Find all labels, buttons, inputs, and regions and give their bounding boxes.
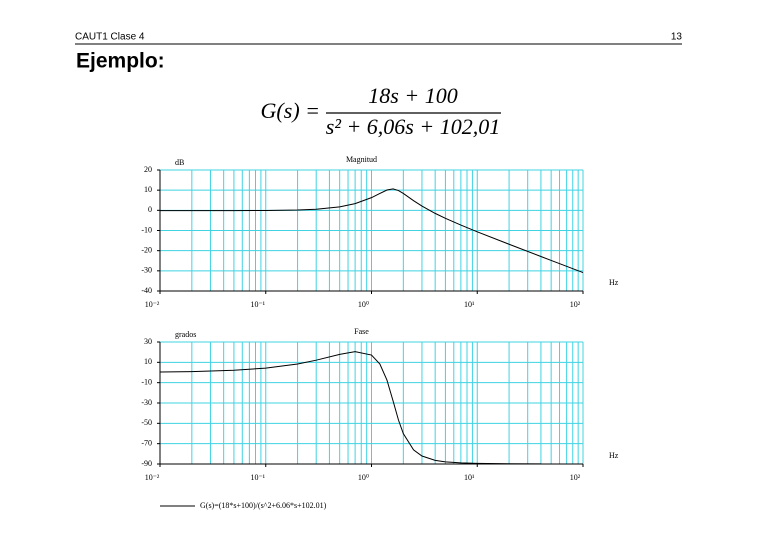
y-tick-label: 30 (144, 337, 152, 346)
y-tick-label: -30 (141, 398, 152, 407)
x-tick-label: 10² (570, 300, 581, 309)
formula-lhs: G(s) = (261, 98, 320, 123)
y-tick-label: 10 (144, 185, 152, 194)
slide-title: Ejemplo: (76, 50, 165, 73)
x-axis-label: Hz (609, 451, 619, 460)
series-line (159, 351, 541, 465)
y-tick-label: -10 (141, 377, 152, 386)
x-tick-label: 10¹ (464, 473, 475, 482)
formula-denominator: s² + 6,06s + 102,01 (326, 114, 500, 139)
x-tick-label: 10⁰ (358, 473, 369, 482)
header-left: CAUT1 Clase 4 (75, 32, 145, 43)
header-right: 13 (671, 32, 683, 43)
y-tick-label: -30 (141, 266, 152, 275)
x-tick-label: 10⁻¹ (250, 300, 265, 309)
x-tick-label: 10¹ (464, 300, 475, 309)
y-tick-label: -10 (141, 225, 152, 234)
y-tick-label: -90 (141, 459, 152, 468)
x-tick-label: 10⁻² (145, 473, 160, 482)
y-tick-label: 0 (148, 205, 152, 214)
y-tick-label: 20 (144, 165, 152, 174)
legend-label: G(s)=(18*s+100)/(s^2+6.06*s+102.01) (200, 501, 327, 510)
chart-title: Fase (354, 327, 369, 336)
x-tick-label: 10² (570, 473, 581, 482)
formula-numerator: 18s + 100 (368, 83, 457, 108)
x-tick-label: 10⁰ (358, 300, 369, 309)
x-tick-label: 10⁻¹ (250, 473, 265, 482)
chart-title: Magnitud (346, 155, 377, 164)
series-line (160, 188, 584, 274)
y-axis-label: grados (175, 330, 196, 339)
y-tick-label: -70 (141, 438, 152, 447)
x-axis-label: Hz (609, 278, 619, 287)
y-tick-label: 10 (144, 357, 152, 366)
y-tick-label: -40 (141, 286, 152, 295)
y-axis-label: dB (175, 158, 184, 167)
y-tick-label: -50 (141, 418, 152, 427)
y-tick-label: -20 (141, 245, 152, 254)
x-tick-label: 10⁻² (145, 300, 160, 309)
